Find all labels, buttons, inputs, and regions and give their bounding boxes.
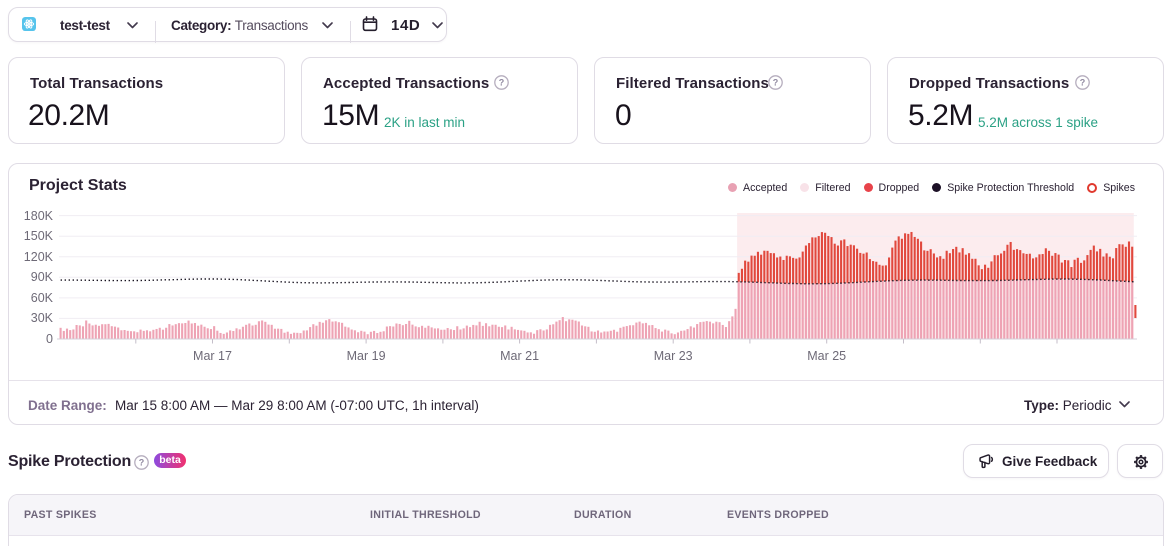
svg-text:?: ?	[139, 458, 145, 468]
svg-text:?: ?	[499, 78, 505, 88]
svg-text:?: ?	[773, 78, 779, 88]
svg-text:?: ?	[1080, 78, 1086, 88]
